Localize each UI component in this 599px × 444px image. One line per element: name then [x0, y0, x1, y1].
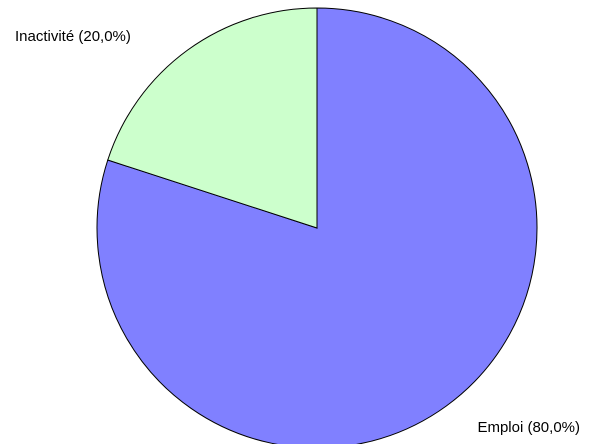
- pie-slice: [107, 7, 318, 229]
- slice-label: Inactivité (20,0%): [15, 28, 131, 45]
- slice-label: Emploi (80,0%): [477, 419, 580, 436]
